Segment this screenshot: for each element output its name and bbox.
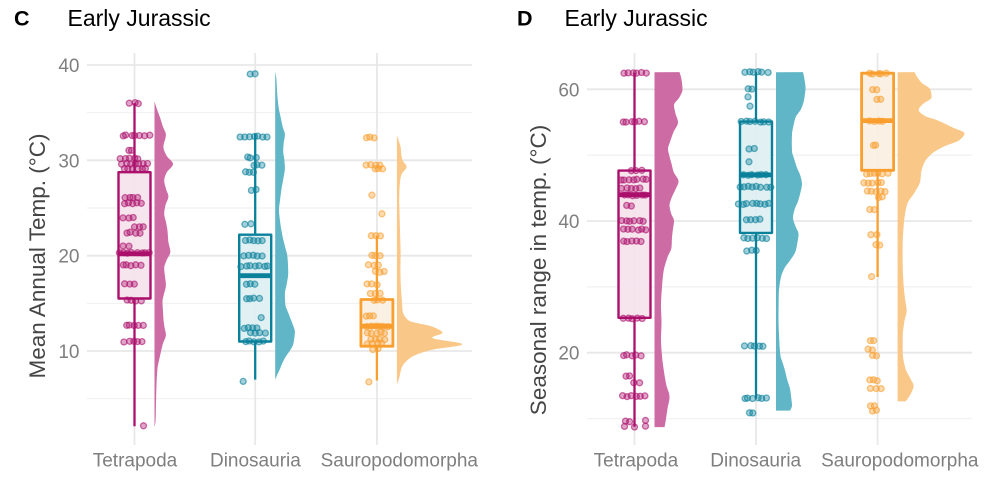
svg-text:40: 40	[58, 56, 79, 77]
svg-text:40: 40	[558, 212, 579, 233]
svg-text:30: 30	[58, 151, 79, 172]
svg-text:Sauropodomorpha: Sauropodomorpha	[321, 451, 479, 472]
svg-text:Early Jurassic: Early Jurassic	[565, 5, 708, 31]
svg-text:20: 20	[558, 344, 579, 365]
svg-text:Dinosauria: Dinosauria	[210, 451, 301, 472]
svg-text:Tetrapoda: Tetrapoda	[594, 451, 679, 472]
svg-text:C: C	[14, 7, 30, 31]
svg-text:Sauropodomorpha: Sauropodomorpha	[821, 451, 979, 472]
svg-text:Dinosauria: Dinosauria	[710, 451, 801, 472]
svg-text:60: 60	[558, 80, 579, 101]
svg-text:10: 10	[58, 342, 79, 363]
svg-text:Early Jurassic: Early Jurassic	[68, 5, 211, 31]
svg-text:20: 20	[58, 247, 79, 268]
svg-text:Mean Annual Temp. (°C): Mean Annual Temp. (°C)	[25, 134, 50, 379]
svg-text:Tetrapoda: Tetrapoda	[93, 451, 178, 472]
svg-text:D: D	[517, 7, 533, 31]
svg-text:Seasonal range in temp. (°C): Seasonal range in temp. (°C)	[526, 125, 551, 415]
